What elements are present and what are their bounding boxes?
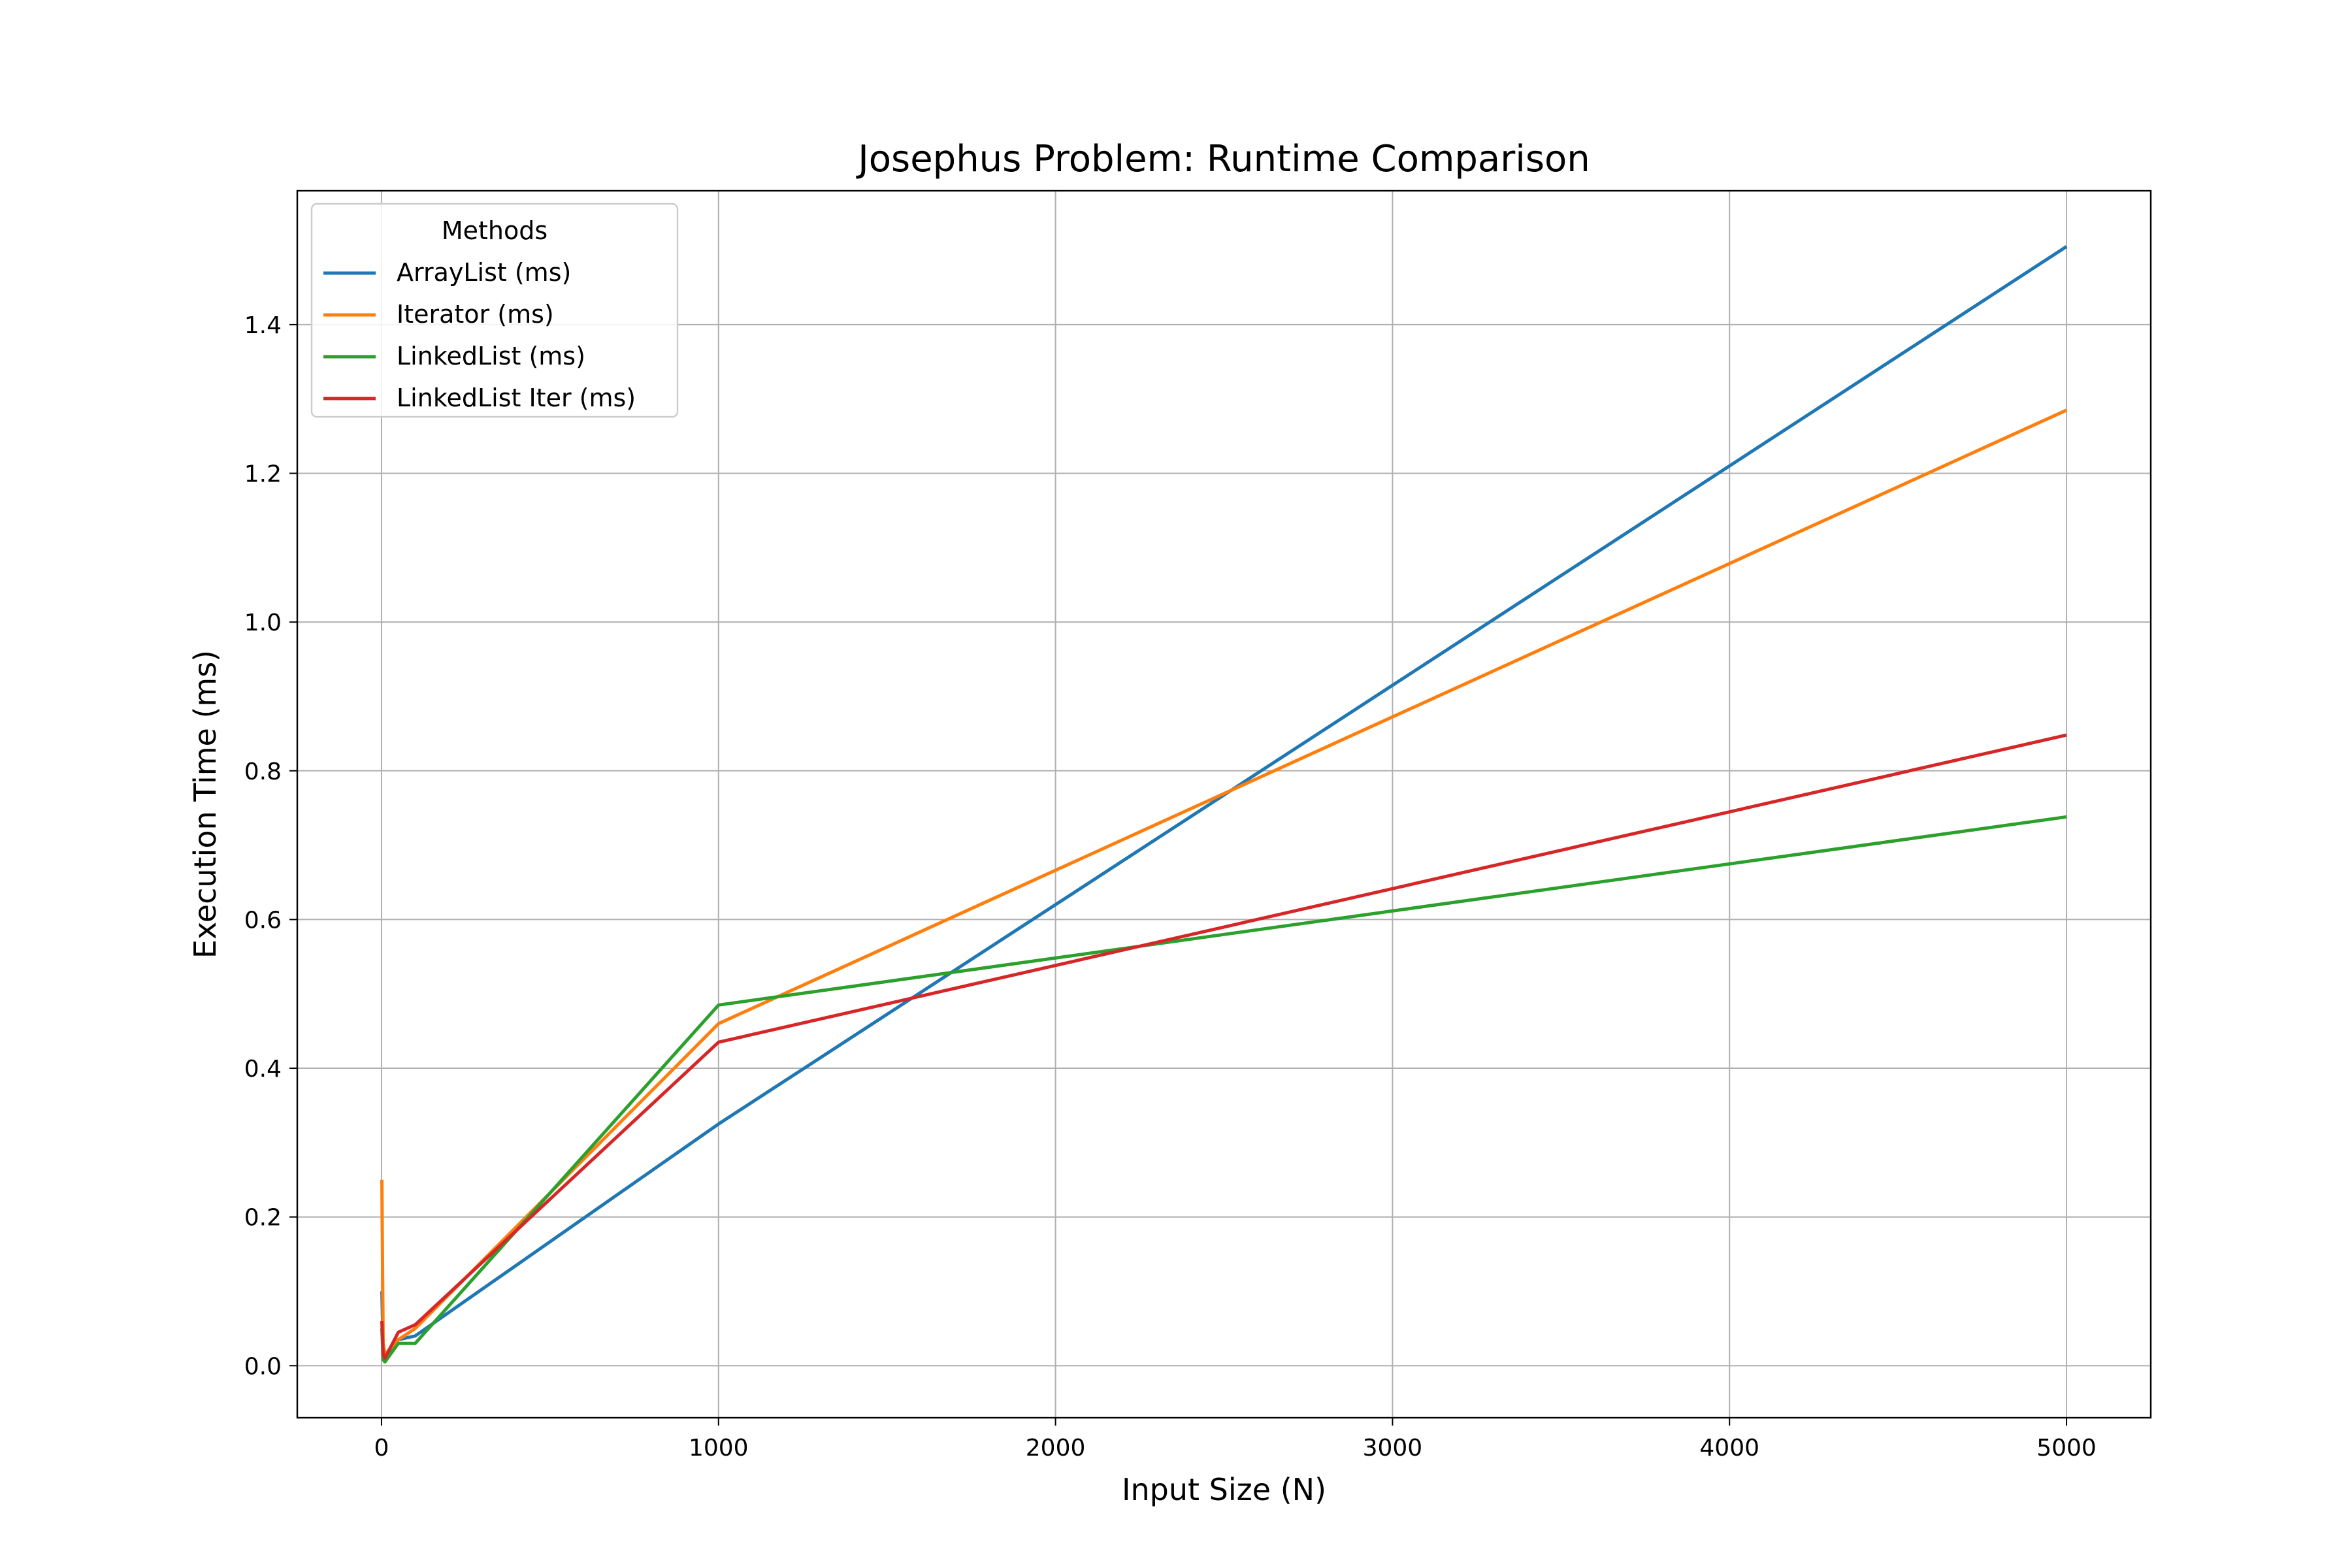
series-line bbox=[380, 815, 2067, 1364]
legend-items: ArrayList (ms) Iterator (ms) LinkedList (m… bbox=[323, 258, 636, 412]
legend-box bbox=[310, 203, 679, 418]
x-tick-label: 4000 bbox=[1699, 1435, 1759, 1462]
grid-lines bbox=[297, 191, 2151, 1418]
x-tick-label: 5000 bbox=[2036, 1435, 2097, 1462]
x-tick-label: 2000 bbox=[1026, 1435, 1086, 1462]
y-tick-label: 0.8 bbox=[244, 759, 282, 785]
x-tick-label: 3000 bbox=[1363, 1435, 1423, 1462]
y-tick-label: 0.0 bbox=[244, 1353, 282, 1380]
legend-title: Methods bbox=[442, 216, 547, 245]
y-tick-label: 0.2 bbox=[244, 1205, 282, 1232]
x-tick-label: 1000 bbox=[689, 1435, 749, 1462]
series-line bbox=[380, 733, 2067, 1360]
legend-label: Iterator (ms) bbox=[397, 300, 554, 329]
axis-ticks: 0 1000 2000 3000 4000 5000 0.0 0.2 0.4 0.6 0.8 1.0 1… bbox=[244, 312, 2097, 1462]
y-tick-label: 1.4 bbox=[244, 312, 282, 339]
y-axis-label: Execution Time (ms) bbox=[188, 650, 223, 958]
legend-label: LinkedList Iter (ms) bbox=[397, 384, 636, 412]
plot-frame bbox=[296, 189, 2152, 1419]
legend-label: ArrayList (ms) bbox=[397, 258, 571, 287]
legend-label: LinkedList (ms) bbox=[397, 342, 585, 370]
chart-title: Josephus Problem: Runtime Comparison bbox=[856, 138, 1590, 180]
x-tick-label: 0 bbox=[374, 1435, 389, 1462]
legend: Methods ArrayList (ms) Iterator (ms) Linke… bbox=[310, 203, 679, 418]
x-axis-label: Input Size (N) bbox=[1122, 1472, 1326, 1507]
y-tick-label: 1.2 bbox=[244, 461, 282, 488]
y-tick-label: 0.6 bbox=[244, 907, 282, 934]
y-tick-label: 0.4 bbox=[244, 1056, 282, 1083]
series-line bbox=[380, 408, 2068, 1356]
y-tick-label: 1.0 bbox=[244, 610, 282, 636]
series-lines bbox=[380, 245, 2068, 1364]
